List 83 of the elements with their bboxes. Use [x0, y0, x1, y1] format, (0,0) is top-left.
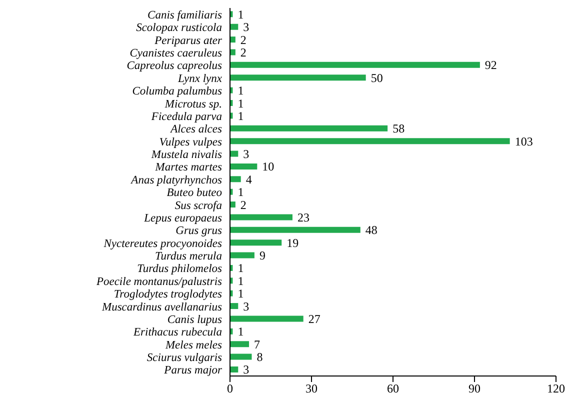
y-tick-label: Canis familiaris [148, 9, 223, 22]
data-label: 58 [392, 122, 405, 136]
y-tick-label: Parus major [163, 364, 223, 377]
data-label: 3 [243, 362, 250, 377]
bar [230, 24, 238, 30]
y-tick-label: Turdus merula [155, 250, 222, 263]
data-label: 3 [243, 20, 250, 34]
data-label: 50 [370, 70, 383, 85]
data-label: 27 [308, 312, 320, 326]
x-tick-label: 90 [468, 382, 480, 396]
y-tick-label: Anas platyrhynchos [130, 174, 223, 186]
y-tick-label: Meles meles [164, 339, 223, 352]
data-label: 103 [514, 134, 533, 148]
y-tick-label: Alces alces [170, 124, 223, 136]
y-tick-label: Sus scrofa [174, 200, 222, 212]
data-label: 7 [254, 337, 260, 352]
y-tick-label: Periparus ater [154, 34, 223, 47]
data-label: 3 [243, 147, 250, 162]
y-tick-label: Microtus sp. [164, 98, 222, 110]
y-tick-label: Sciurus vulgaris [146, 352, 223, 364]
bar [230, 176, 241, 182]
data-label: 3 [243, 299, 250, 314]
y-tick-label: Erithacus rubecula [132, 326, 222, 339]
data-label: 1 [238, 185, 244, 200]
y-tick-label: Grus grus [176, 225, 223, 238]
data-label: 8 [256, 350, 263, 364]
data-label: 92 [484, 58, 497, 72]
bar [230, 354, 252, 360]
y-tick-label: Troglodytes troglodytes [114, 288, 223, 301]
data-label: 1 [238, 108, 244, 123]
data-label: 10 [262, 160, 274, 174]
data-label: 1 [238, 7, 244, 22]
y-tick-label: Buteo buteo [166, 187, 222, 200]
x-tick-label: 120 [547, 382, 565, 396]
y-tick-label: Vulpes vulpes [159, 136, 223, 148]
data-label: 48 [365, 223, 378, 238]
bar [230, 240, 282, 246]
data-label: 1 [238, 96, 244, 110]
data-label: 9 [259, 248, 266, 263]
data-label: 1 [238, 274, 244, 288]
y-tick-label: Martes martes [154, 162, 223, 174]
data-label: 4 [246, 172, 252, 186]
bar [230, 49, 236, 56]
y-tick-label: Canis lupus [167, 314, 223, 326]
bar [230, 303, 238, 310]
bar [230, 252, 254, 258]
y-tick-label: Ficedula parva [150, 110, 222, 123]
y-tick-label: Poecile montanus/palustris [95, 276, 223, 288]
bar [230, 138, 510, 144]
y-tick-label: Scolopax rusticola [136, 22, 222, 34]
data-label: 1 [238, 286, 244, 301]
data-label: 1 [238, 324, 244, 339]
y-tick-label: Muscardinus avellanarius [101, 301, 223, 314]
bar [230, 214, 292, 220]
y-tick-label: Cyanistes caeruleus [130, 47, 223, 60]
data-label: 2 [240, 32, 246, 47]
data-label: 1 [238, 84, 244, 98]
x-tick-label: 0 [227, 382, 233, 396]
bar [230, 74, 366, 81]
data-label: 1 [238, 261, 244, 276]
y-tick-label: Capreolus capreolus [126, 60, 223, 72]
y-tick-label: Nyctereutes procyonoides [102, 238, 223, 250]
bar [230, 341, 250, 348]
bar [230, 316, 304, 322]
bar [230, 36, 236, 43]
x-tick-label: 60 [387, 382, 399, 396]
bar [230, 202, 236, 208]
y-tick-label: Lepus europaeus [143, 212, 223, 224]
x-tick-label: 30 [306, 382, 318, 396]
bar [230, 163, 258, 170]
y-tick-label: Columba palumbus [132, 86, 223, 98]
data-label: 2 [240, 198, 246, 212]
data-label: 2 [240, 46, 246, 60]
y-tick-label: Lynx lynx [176, 72, 223, 85]
data-label: 19 [286, 236, 299, 250]
bar [230, 62, 480, 68]
bar [230, 366, 238, 372]
bar [230, 125, 388, 132]
data-label: 23 [297, 210, 310, 224]
bar [230, 150, 238, 157]
y-tick-label: Mustela nivalis [150, 149, 223, 162]
bar [230, 226, 360, 233]
y-tick-label: Turdus philomelos [137, 263, 223, 276]
